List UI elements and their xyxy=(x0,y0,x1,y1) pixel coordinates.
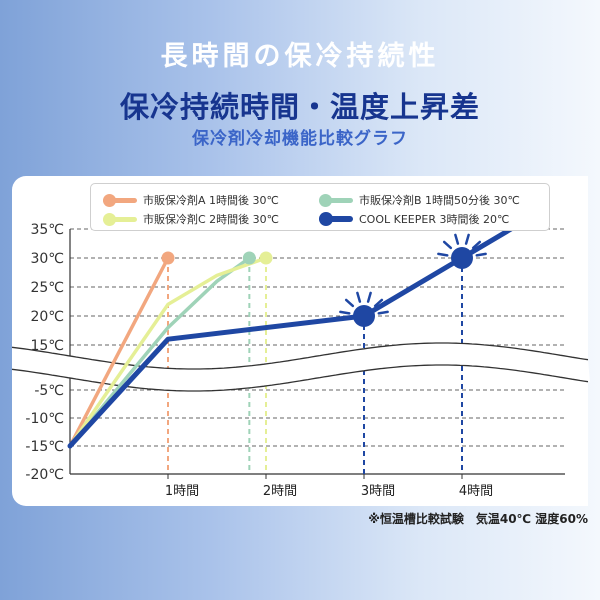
burst-ray xyxy=(464,233,470,245)
legend-label-b: 市販保冷剤B 1時間50分後 30℃ xyxy=(359,194,520,207)
y-tick-label: 20℃ xyxy=(30,309,64,325)
burst-ray xyxy=(437,252,449,257)
series-point xyxy=(259,251,273,265)
series-line xyxy=(68,256,268,448)
legend-swatch-coolkeeper xyxy=(319,212,353,226)
y-tick-label: 15℃ xyxy=(30,338,64,354)
burst-ray xyxy=(366,291,372,303)
legend-label-coolkeeper: COOL KEEPER 3時間後 20℃ xyxy=(359,213,510,226)
y-tick-label: -5℃ xyxy=(34,383,64,399)
x-tick-label: 4時間 xyxy=(459,484,493,499)
x-tick-label: 1時間 xyxy=(165,484,199,499)
series-point xyxy=(353,305,375,327)
legend-item-c: 市販保冷剤C 2時間後 30℃ xyxy=(103,211,279,227)
burst-ray xyxy=(344,298,355,308)
y-tick-label: -10℃ xyxy=(25,411,64,427)
series-line xyxy=(68,256,170,448)
y-tick-labels: 35℃ 30℃ 25℃ 20℃ 15℃ -5℃ -10℃ -15℃ -20℃ xyxy=(25,222,64,483)
axis-break-line-bottom xyxy=(11,364,589,392)
y-tick-label: 35℃ xyxy=(30,222,64,238)
legend-swatch-c xyxy=(103,212,137,226)
burst-ray xyxy=(442,240,453,250)
series-point xyxy=(451,247,473,269)
chart-subheading: 保冷剤冷却機能比較グラフ xyxy=(192,129,408,149)
legend-swatch-a xyxy=(103,193,137,207)
series-line xyxy=(67,228,514,449)
legend-item-coolkeeper: COOL KEEPER 3時間後 20℃ xyxy=(319,211,509,227)
burst-ray xyxy=(475,252,487,257)
legend-label-c: 市販保冷剤C 2時間後 30℃ xyxy=(143,213,280,226)
chart-panel xyxy=(12,176,588,506)
burst-ray xyxy=(373,298,384,308)
y-tick-label: -15℃ xyxy=(25,439,64,455)
y-tick-label: 25℃ xyxy=(30,280,64,296)
series-markers xyxy=(161,233,487,327)
axis-break-fill xyxy=(12,343,590,391)
series-point xyxy=(161,251,175,265)
burst-ray xyxy=(377,310,389,315)
burst-ray xyxy=(471,240,482,250)
burst-ray xyxy=(339,310,351,315)
burst-ray xyxy=(454,233,460,245)
footnote: ※恒温槽比較試験 気温40℃ 湿度60% xyxy=(368,512,588,526)
chart-legend: 市販保冷剤A 1時間後 30℃ 市販保冷剤B 1時間50分後 30℃ 市販保冷剤… xyxy=(90,183,550,231)
chart-grid xyxy=(69,228,565,475)
legend-item-a: 市販保冷剤A 1時間後 30℃ xyxy=(103,192,279,208)
x-tick-label: 3時間 xyxy=(361,484,395,499)
x-tick-labels: 1時間 2時間 3時間 4時間 xyxy=(165,474,493,499)
page-title: 長時間の保冷持続性 xyxy=(160,41,440,72)
legend-swatch-b xyxy=(319,193,353,207)
chart-heading: 保冷持続時間・温度上昇差 xyxy=(119,90,480,124)
burst-ray xyxy=(356,291,362,303)
series-lines xyxy=(67,228,514,449)
axis-break-band xyxy=(11,342,590,392)
y-tick-label: -20℃ xyxy=(25,467,64,483)
x-tick-label: 2時間 xyxy=(263,484,297,499)
y-tick-label: 30℃ xyxy=(30,251,64,267)
axis-break-line-top xyxy=(11,342,589,370)
series-point xyxy=(242,251,256,265)
legend-item-b: 市販保冷剤B 1時間50分後 30℃ xyxy=(319,192,520,208)
legend-label-a: 市販保冷剤A 1時間後 30℃ xyxy=(143,194,279,207)
